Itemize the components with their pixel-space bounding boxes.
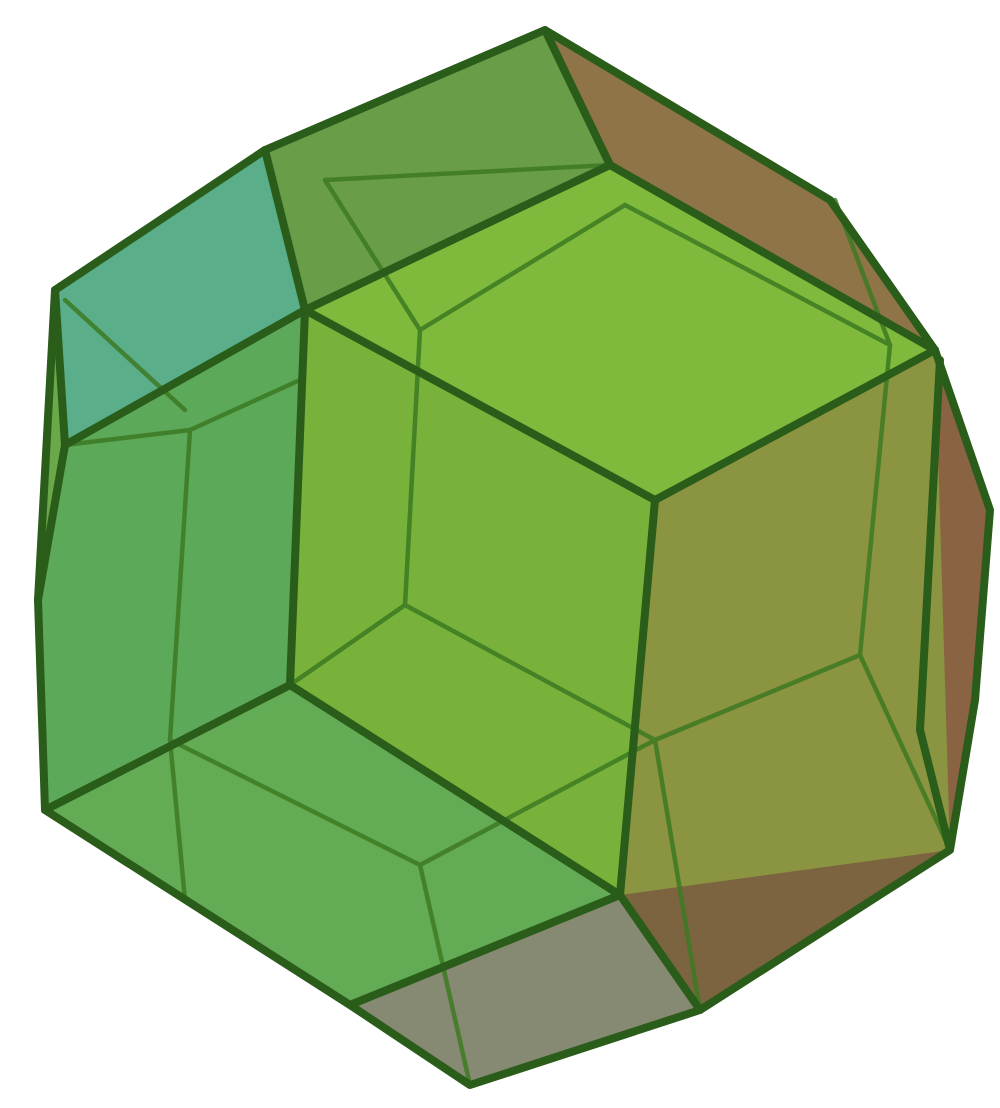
back-edge <box>402 327 423 608</box>
front-edge <box>301 161 939 354</box>
front-edge <box>616 496 659 899</box>
back-edge <box>402 602 658 743</box>
top-face <box>265 30 610 310</box>
front-edge <box>916 356 954 854</box>
front-center-face <box>290 310 655 895</box>
top-left-face <box>55 150 305 445</box>
front-edges <box>34 26 994 1089</box>
front-edge <box>41 681 294 814</box>
back-edge <box>167 737 188 903</box>
front-right-face <box>620 350 950 1010</box>
back-edge <box>857 652 953 853</box>
back-edge <box>417 737 658 868</box>
bottom-right-face <box>620 850 950 1010</box>
top-right-face <box>545 30 935 350</box>
front-edge <box>61 306 309 449</box>
back-edge <box>287 602 408 688</box>
front-edge <box>34 286 69 604</box>
back-edge <box>622 202 893 348</box>
front-upper-face <box>305 165 935 500</box>
front-edge <box>616 891 704 1014</box>
back-edge <box>417 862 473 1088</box>
front-edge <box>541 26 614 169</box>
front-edge <box>346 891 624 1009</box>
left-face <box>38 310 305 810</box>
bottom-left-face <box>45 685 620 1005</box>
front-edge <box>34 26 994 1089</box>
back-edge <box>322 162 613 183</box>
back-edge <box>62 427 193 448</box>
back-edge <box>652 737 703 1013</box>
back-edge <box>187 377 303 433</box>
front-edge <box>261 146 309 314</box>
